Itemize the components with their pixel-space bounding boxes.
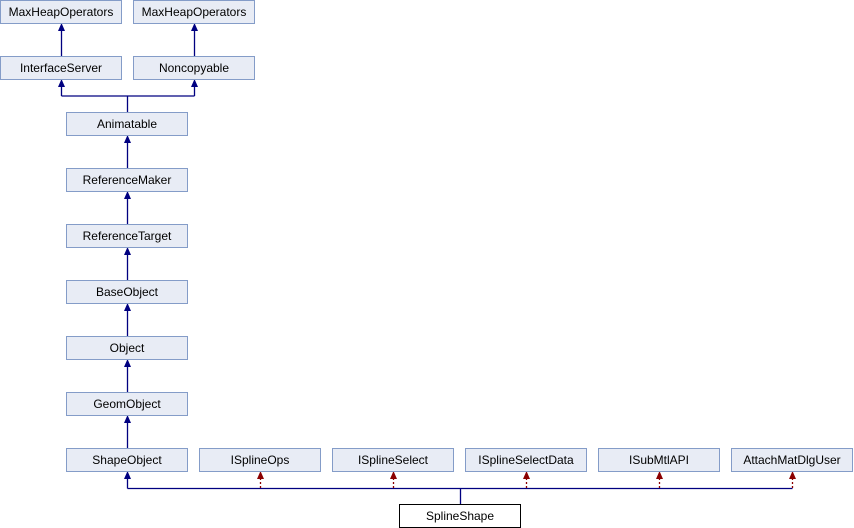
arrowhead bbox=[191, 79, 198, 87]
node-object[interactable]: Object bbox=[66, 336, 188, 360]
node-attachmatdlguser[interactable]: AttachMatDlgUser bbox=[731, 448, 853, 472]
arrowhead bbox=[523, 471, 530, 479]
arrowhead bbox=[58, 23, 65, 31]
arrowhead bbox=[789, 471, 796, 479]
node-geomobject[interactable]: GeomObject bbox=[66, 392, 188, 416]
node-baseobject[interactable]: BaseObject bbox=[66, 280, 188, 304]
node-referencetarget[interactable]: ReferenceTarget bbox=[66, 224, 188, 248]
arrowhead bbox=[390, 471, 397, 479]
node-isplineselect[interactable]: ISplineSelect bbox=[332, 448, 454, 472]
node-maxheapoperators-1[interactable]: MaxHeapOperators bbox=[0, 0, 122, 24]
protected-arrowheads bbox=[257, 471, 796, 479]
node-referencemaker[interactable]: ReferenceMaker bbox=[66, 168, 188, 192]
node-isubmtlapi[interactable]: ISubMtlAPI bbox=[598, 448, 720, 472]
edge-splineshape-bus bbox=[126, 474, 793, 504]
arrowhead bbox=[124, 359, 131, 367]
arrowhead bbox=[124, 247, 131, 255]
arrowhead bbox=[124, 471, 131, 479]
node-animatable[interactable]: Animatable bbox=[66, 112, 188, 136]
public-arrowheads bbox=[58, 23, 198, 479]
node-maxheapoperators-2[interactable]: MaxHeapOperators bbox=[133, 0, 255, 24]
node-splineshape-current: SplineShape bbox=[399, 504, 521, 528]
node-interfaceserver[interactable]: InterfaceServer bbox=[0, 56, 122, 80]
arrowhead bbox=[124, 135, 131, 143]
arrowhead bbox=[191, 23, 198, 31]
node-shapeobject[interactable]: ShapeObject bbox=[66, 448, 188, 472]
node-isplineops[interactable]: ISplineOps bbox=[199, 448, 321, 472]
arrowhead bbox=[656, 471, 663, 479]
arrowhead bbox=[58, 79, 65, 87]
node-noncopyable[interactable]: Noncopyable bbox=[133, 56, 255, 80]
arrowhead bbox=[124, 303, 131, 311]
edge-animatable-bases bbox=[60, 82, 196, 112]
node-isplineselectdata[interactable]: ISplineSelectData bbox=[465, 448, 587, 472]
arrowhead bbox=[124, 191, 131, 199]
arrowhead bbox=[124, 415, 131, 423]
arrowhead bbox=[257, 471, 264, 479]
